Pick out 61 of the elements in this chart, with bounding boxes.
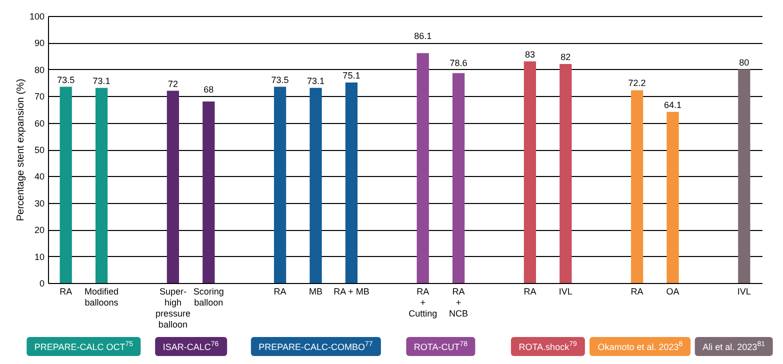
x-tick-label: MB: [309, 286, 322, 296]
x-tick-label: RA + NCB: [449, 286, 468, 318]
x-tick-label: IVL: [558, 286, 572, 296]
y-tick-label: 100: [29, 12, 44, 22]
x-tick-label: RA: [524, 286, 536, 296]
y-tick-label: 90: [34, 38, 44, 48]
data-label: 73.5: [271, 74, 289, 85]
x-tick-label: RA: [60, 286, 72, 296]
bar: [452, 73, 465, 283]
text: ROTA-CUT$^{78}$: [406, 337, 476, 356]
data-label: 73.5: [57, 74, 75, 85]
bar: [524, 61, 536, 283]
data-label: 83: [524, 49, 535, 60]
x-tick-label: IVL: [737, 286, 751, 296]
y-tick-label: 50: [34, 145, 44, 155]
data-label: 80: [739, 57, 750, 68]
x-tick-label: Super- high pressure balloon: [155, 286, 190, 330]
y-tick-label: 80: [34, 64, 44, 75]
bar: [345, 82, 358, 283]
data-label: 86.1: [414, 31, 432, 42]
y-tick-label: 70: [34, 92, 44, 102]
bar: [202, 101, 215, 283]
x-tick-label: Scoring balloon: [193, 286, 224, 308]
bar: [560, 64, 572, 283]
bar: [630, 90, 644, 283]
x-tick-label: RA: [274, 286, 286, 296]
bar: [166, 90, 180, 283]
text: ROTA.shock$^{79}$: [510, 337, 585, 356]
bar: [95, 88, 108, 283]
data-label: 82: [560, 52, 571, 62]
x-tick-label: OA: [666, 286, 680, 296]
y-axis-title: Percentage stent expansion (%): [15, 78, 26, 222]
x-tick-label: RA: [630, 286, 644, 296]
bar: [310, 88, 322, 283]
data-label: 72: [168, 78, 178, 89]
y-tick-label: 10: [34, 252, 44, 262]
bar: [416, 53, 429, 283]
bar: [666, 112, 679, 283]
x-tick-label: RA + MB: [334, 286, 370, 296]
text: Okamoto et al. 2023$^{8}$: [590, 337, 691, 356]
data-label: 75.1: [342, 70, 360, 80]
text: Ali et al. 2023$^{81}$: [694, 337, 773, 356]
y-tick-label: 30: [34, 198, 44, 208]
y-tick-label: 0: [39, 278, 44, 288]
data-label: 73.1: [92, 76, 110, 86]
data-label: 78.6: [450, 58, 468, 68]
data-label: 68: [204, 84, 214, 94]
text: PREPARE-CALC-COMBO$^{77}$: [250, 337, 381, 356]
x-tick-label: RA + Cutting: [408, 286, 438, 318]
data-label: 72.2: [628, 78, 646, 88]
bar: [274, 86, 286, 283]
bar: [60, 86, 72, 283]
x-tick-label: Modified balloons: [84, 286, 119, 308]
y-tick-label: 40: [34, 172, 44, 182]
bar: [738, 69, 750, 283]
data-label: 64.1: [664, 100, 682, 110]
y-tick-label: 20: [34, 225, 44, 236]
text: ISAR-CALC$^{76}$: [154, 337, 227, 356]
text: PREPARE-CALC OCT$^{75}$: [26, 337, 142, 356]
y-tick-label: 60: [34, 118, 44, 128]
data-label: 73.1: [306, 76, 325, 86]
